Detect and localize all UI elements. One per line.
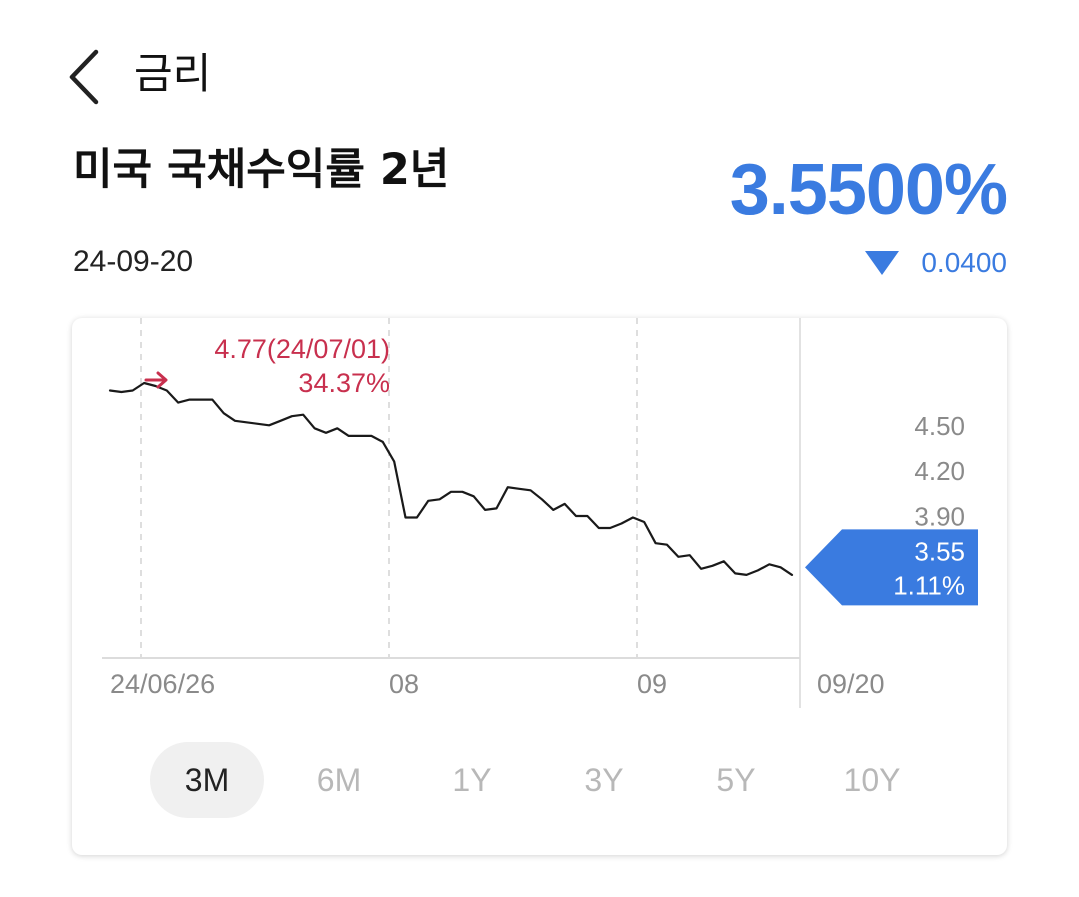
y-tick-label: 4.20 — [914, 456, 965, 486]
ticker-name: 미국 국채수익률 2년 — [73, 145, 450, 195]
chart-card: 4.50 4.20 3.90 24/06/26 08 09 09/20 4.77(24/07… — [72, 318, 1007, 855]
max-percent-label: 34.37% — [298, 368, 390, 398]
ticker-date: 24-09-20 — [73, 245, 194, 278]
current-value-label: 3.55 — [914, 536, 965, 566]
current-percent-label: 1.11% — [893, 570, 965, 600]
change-value: 0.0400 — [921, 247, 1007, 278]
range-tabs: 3M 6M 1Y 3Y 5Y 10Y — [150, 742, 930, 818]
range-tab-3y[interactable]: 3Y — [584, 762, 624, 798]
triangle-down-icon — [865, 251, 900, 275]
y-tick-label: 3.90 — [914, 501, 965, 531]
chevron-left-icon — [69, 49, 99, 105]
arrow-right-icon — [144, 371, 168, 389]
x-tick-label: 24/06/26 — [110, 669, 215, 699]
page-title: 금리 — [134, 49, 212, 98]
series-line — [108, 381, 794, 576]
x-tick-label: 08 — [389, 669, 419, 699]
yield-line-chart[interactable]: 4.50 4.20 3.90 24/06/26 08 09 09/20 4.77(24/07… — [72, 318, 1007, 728]
range-tab-1y[interactable]: 1Y — [452, 762, 492, 798]
range-tab-3m[interactable]: 3M — [150, 742, 264, 818]
range-tab-10y[interactable]: 10Y — [843, 762, 901, 798]
back-button[interactable] — [60, 48, 110, 106]
price-change: 0.0400 — [865, 241, 1007, 285]
range-tab-6m[interactable]: 6M — [316, 762, 362, 798]
current-value-marker — [805, 529, 978, 606]
app-header: 금리 — [0, 30, 1079, 120]
x-tick-label: 09 — [637, 669, 667, 699]
x-tick-label: 09/20 — [817, 669, 885, 699]
max-value-label: 4.77(24/07/01) — [214, 334, 390, 364]
current-price: 3.5500% — [729, 150, 1008, 230]
y-tick-label: 4.50 — [914, 411, 965, 441]
range-tab-5y[interactable]: 5Y — [716, 762, 756, 798]
